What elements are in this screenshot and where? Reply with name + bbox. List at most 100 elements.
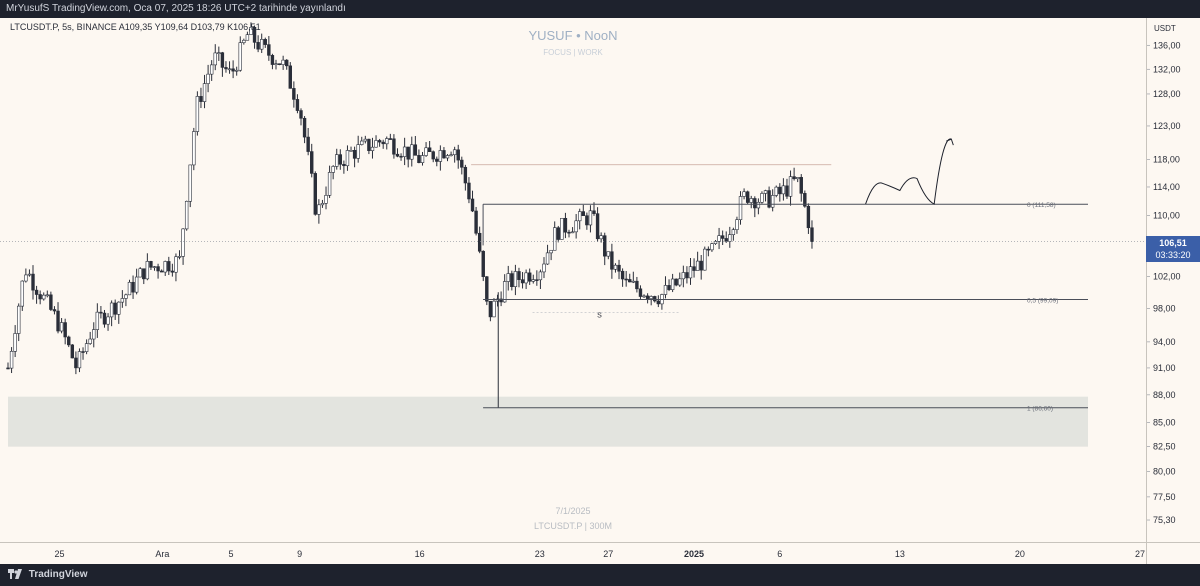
candle-body xyxy=(803,193,807,207)
candle-body xyxy=(595,213,600,240)
candle-body xyxy=(731,229,736,235)
candle-body xyxy=(295,99,300,111)
candle-body xyxy=(249,26,253,35)
candle-body xyxy=(263,39,267,45)
price-tick-label: 98,00 xyxy=(1153,303,1176,313)
price-tick-label: 123,00 xyxy=(1153,121,1181,131)
candle-body xyxy=(467,182,471,200)
candle-body xyxy=(703,248,707,271)
candle-body xyxy=(106,316,110,325)
candle-body xyxy=(142,268,146,280)
price-tick-label: 82,50 xyxy=(1153,442,1176,452)
candle-body xyxy=(542,263,546,273)
marker-label: S xyxy=(597,313,602,320)
candle-body xyxy=(231,68,235,72)
candle-body xyxy=(513,271,518,287)
candle-body xyxy=(570,231,575,234)
candle-body xyxy=(374,140,378,148)
candle-body xyxy=(449,154,453,157)
candle-body xyxy=(763,190,768,194)
candle-body xyxy=(310,151,314,174)
candle-body xyxy=(360,140,364,145)
price-axis[interactable]: 136,00 132,00 128,00 123,00 118,00 114,00 110,… xyxy=(1146,18,1200,542)
candle-body xyxy=(785,185,789,197)
candle-body xyxy=(492,300,496,318)
candle-body xyxy=(13,333,17,352)
candle-body xyxy=(795,177,800,180)
candle-body xyxy=(628,279,632,283)
currency-label: USDT xyxy=(1154,24,1176,33)
candle-body xyxy=(510,273,514,287)
candle-body xyxy=(588,210,593,226)
candle-body xyxy=(413,144,418,156)
candle-body xyxy=(688,266,693,279)
candle-body xyxy=(24,274,28,282)
candle-body xyxy=(113,302,117,315)
candle-body xyxy=(152,266,157,268)
candle-body xyxy=(638,288,643,297)
candle-body xyxy=(156,266,160,272)
candle-body xyxy=(270,55,275,65)
candle-body xyxy=(234,69,239,72)
candle-body xyxy=(613,264,618,270)
candle-body xyxy=(277,63,282,65)
candle-body xyxy=(184,200,189,230)
candle-body xyxy=(535,279,539,281)
time-tick-label: 23 xyxy=(535,549,545,559)
chart-area[interactable]: 0 (111,58) 0,5 (99,09) 1 (86,60) S xyxy=(0,18,1146,542)
candle-body xyxy=(663,285,668,295)
candle-body xyxy=(392,138,396,155)
time-tick-label: 25 xyxy=(54,549,64,559)
candle-body xyxy=(370,146,375,151)
candle-body xyxy=(810,227,814,242)
candle-body xyxy=(406,146,410,160)
candle-body xyxy=(695,260,700,271)
candle-body xyxy=(524,272,528,284)
current-price-tag: 106,51 03:33:20 xyxy=(1146,236,1200,262)
candle-body xyxy=(120,298,125,303)
candle-body xyxy=(410,144,414,160)
candle-body xyxy=(452,149,457,156)
time-tick-label: Ara xyxy=(155,549,169,559)
price-tick-label: 88,00 xyxy=(1153,390,1176,400)
candle-body xyxy=(84,343,89,352)
candle-body xyxy=(585,215,589,226)
candle-body xyxy=(259,39,264,50)
candle-body xyxy=(563,217,568,233)
candle-body xyxy=(331,166,335,173)
candle-body xyxy=(617,264,621,272)
candle-body xyxy=(656,300,661,305)
candle-body xyxy=(624,278,628,281)
candle-body xyxy=(306,136,310,152)
candle-body xyxy=(470,198,475,212)
candle-body xyxy=(388,138,393,140)
candle-body xyxy=(320,203,325,206)
candle-body xyxy=(27,273,32,276)
time-axis[interactable]: 25 Ara 5 9 16 23 27 2025 6 13 20 27 xyxy=(0,542,1146,565)
price-tick-label: 77,50 xyxy=(1153,492,1176,502)
candle-body xyxy=(67,336,71,346)
axis-corner xyxy=(1146,542,1200,565)
price-tick-label: 136,00 xyxy=(1153,40,1181,50)
candle-body xyxy=(699,260,703,271)
candle-body xyxy=(606,251,611,257)
candle-body xyxy=(678,278,682,286)
price-chart[interactable]: 0 (111,58) 0,5 (99,09) 1 (86,60) S xyxy=(0,18,1146,542)
price-tick-label: 85,00 xyxy=(1153,418,1176,428)
candle-body xyxy=(620,270,625,280)
candle-body xyxy=(335,154,339,167)
candle-body xyxy=(42,294,46,300)
candle-body xyxy=(717,235,721,242)
candle-body xyxy=(188,164,192,202)
candle-body xyxy=(745,191,750,203)
candle-body xyxy=(70,344,75,359)
candle-body xyxy=(356,144,360,159)
candle-body xyxy=(488,300,493,318)
price-tick-label: 110,00 xyxy=(1153,211,1180,221)
candle-body xyxy=(199,96,203,102)
candle-body xyxy=(302,117,307,138)
candle-body xyxy=(749,198,753,203)
current-price: 106,51 xyxy=(1159,238,1187,248)
candle-body xyxy=(720,235,725,239)
candle-body xyxy=(49,294,53,310)
